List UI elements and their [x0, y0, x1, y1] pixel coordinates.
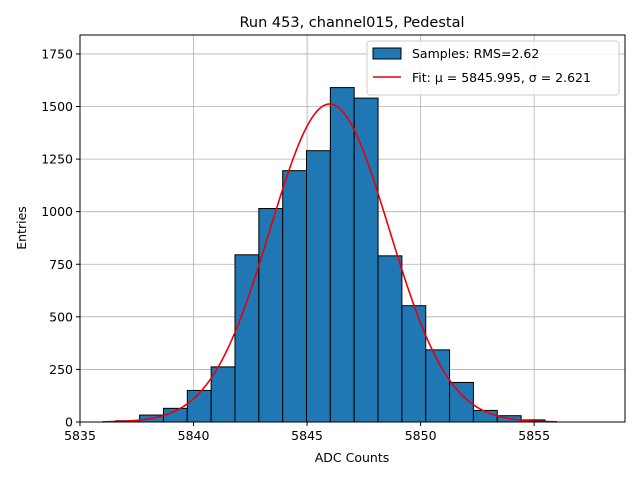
histogram-bar — [210, 366, 236, 423]
y-axis-ticks: 0 250 500 750 1000 1250 1500 1750 — [41, 46, 80, 430]
y-axis-label: Entries — [14, 206, 29, 250]
plot-frame — [79, 34, 626, 423]
x-axis-label: ADC Counts — [315, 450, 390, 465]
x-tick-label: 5835 — [64, 428, 96, 443]
y-tick-label: 1500 — [41, 99, 73, 114]
y-tick-label: 1000 — [41, 204, 73, 219]
legend-box — [366, 40, 620, 96]
histogram-bar — [353, 97, 379, 423]
chart-title: Run 453, channel015, Pedestal — [239, 15, 464, 31]
x-tick-label: 5855 — [518, 428, 550, 443]
histogram-bar — [282, 170, 308, 423]
histogram-bar — [377, 255, 403, 423]
y-tick-label: 1750 — [41, 46, 73, 61]
histogram-bar — [234, 254, 260, 423]
x-tick-label: 5840 — [178, 428, 210, 443]
legend-fit-label: Fit: μ = 5845.995, σ = 2.621 — [412, 70, 591, 85]
x-axis-ticks: 5835 5840 5845 5850 5855 — [64, 422, 550, 443]
legend: Samples: RMS=2.62 Fit: μ = 5845.995, σ =… — [366, 40, 620, 96]
histogram-bar — [306, 150, 331, 423]
legend-histogram-label: Samples: RMS=2.62 — [412, 46, 539, 61]
y-tick-label: 500 — [49, 309, 73, 324]
histogram-bar — [258, 208, 284, 423]
x-tick-label: 5850 — [405, 428, 437, 443]
y-tick-label: 250 — [49, 362, 73, 377]
y-tick-label: 0 — [65, 415, 73, 430]
x-tick-label: 5845 — [291, 428, 323, 443]
histogram-bar — [329, 87, 355, 423]
y-tick-label: 1250 — [41, 152, 73, 167]
fit-curve-layer — [102, 103, 557, 423]
histogram-bar — [401, 305, 427, 423]
legend-histogram-swatch — [372, 47, 402, 60]
histogram-bar — [186, 389, 212, 423]
fit-curve — [102, 103, 557, 423]
y-tick-label: 750 — [49, 257, 73, 272]
